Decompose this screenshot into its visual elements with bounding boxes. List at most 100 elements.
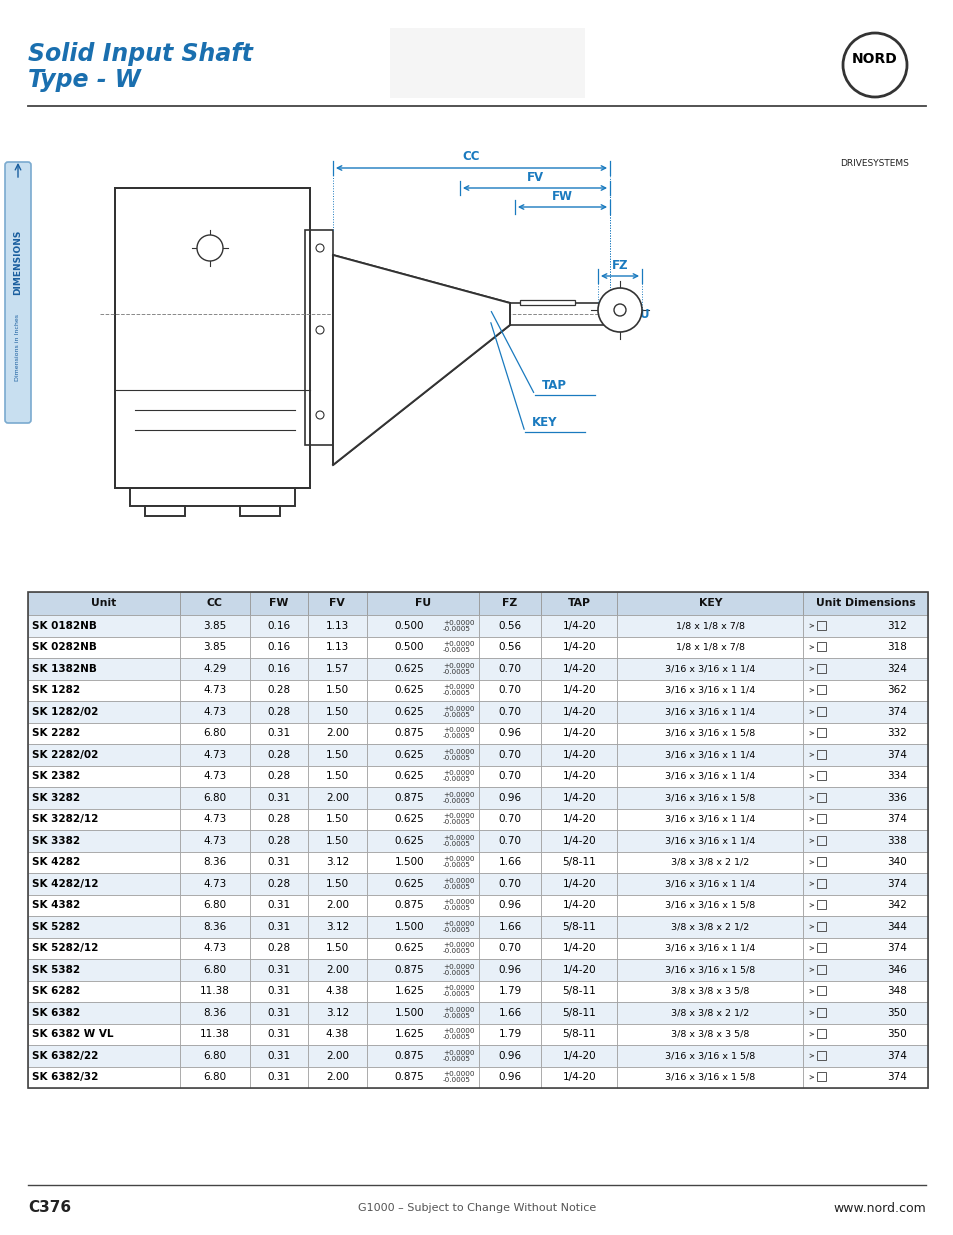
- Bar: [308, 830, 366, 851]
- Bar: [28, 960, 180, 981]
- Bar: [366, 722, 478, 743]
- Bar: [617, 636, 802, 658]
- Text: SK 5282/12: SK 5282/12: [32, 944, 98, 953]
- Text: -0.0005: -0.0005: [442, 734, 471, 740]
- Bar: [28, 937, 180, 960]
- Bar: [28, 1067, 180, 1088]
- Text: 342: 342: [886, 900, 905, 910]
- Bar: [617, 1002, 802, 1024]
- Text: 3/16 x 3/16 x 1 1/4: 3/16 x 3/16 x 1 1/4: [664, 750, 755, 760]
- Text: 1/4-20: 1/4-20: [562, 1072, 596, 1082]
- Bar: [180, 1045, 250, 1067]
- Bar: [802, 873, 927, 894]
- Bar: [540, 658, 617, 679]
- Text: 1.50: 1.50: [326, 944, 349, 953]
- Bar: [817, 814, 825, 824]
- Text: 332: 332: [886, 729, 905, 739]
- Text: SK 6382/32: SK 6382/32: [32, 1072, 98, 1082]
- Bar: [308, 873, 366, 894]
- Text: 3/16 x 3/16 x 1 5/8: 3/16 x 3/16 x 1 5/8: [664, 966, 755, 974]
- Bar: [308, 916, 366, 937]
- Text: +0.0000: +0.0000: [442, 727, 475, 734]
- Text: SK 0182NB: SK 0182NB: [32, 621, 97, 631]
- Bar: [540, 787, 617, 809]
- Text: -0.0005: -0.0005: [442, 798, 471, 804]
- Text: 3.85: 3.85: [203, 621, 226, 631]
- Bar: [250, 615, 308, 636]
- Bar: [308, 1067, 366, 1088]
- Text: FU: FU: [633, 308, 650, 321]
- Text: 1/4-20: 1/4-20: [562, 750, 596, 760]
- Text: -0.0005: -0.0005: [442, 1056, 471, 1062]
- Text: -0.0005: -0.0005: [442, 969, 471, 976]
- Bar: [180, 809, 250, 830]
- Text: 4.73: 4.73: [203, 879, 226, 889]
- Text: 0.56: 0.56: [498, 642, 521, 652]
- Bar: [802, 1002, 927, 1024]
- Text: 0.625: 0.625: [395, 814, 424, 824]
- Bar: [28, 615, 180, 636]
- Bar: [478, 851, 540, 873]
- Text: 5/8-11: 5/8-11: [561, 857, 596, 867]
- Text: 3.12: 3.12: [325, 921, 349, 931]
- Bar: [540, 766, 617, 787]
- Text: 1.500: 1.500: [395, 857, 424, 867]
- Bar: [180, 766, 250, 787]
- Bar: [180, 787, 250, 809]
- Bar: [478, 636, 540, 658]
- Text: 0.28: 0.28: [267, 836, 290, 846]
- Bar: [802, 916, 927, 937]
- Bar: [817, 965, 825, 973]
- Circle shape: [315, 326, 324, 333]
- Text: SK 2282/02: SK 2282/02: [32, 750, 98, 760]
- Bar: [802, 981, 927, 1002]
- Text: 3.12: 3.12: [325, 857, 349, 867]
- Text: 3/16 x 3/16 x 1 1/4: 3/16 x 3/16 x 1 1/4: [664, 944, 755, 952]
- Text: C376: C376: [28, 1200, 71, 1215]
- Bar: [366, 1002, 478, 1024]
- Text: 0.625: 0.625: [395, 706, 424, 716]
- Text: -0.0005: -0.0005: [442, 626, 471, 632]
- Bar: [817, 793, 825, 802]
- Bar: [180, 916, 250, 937]
- Text: TAP: TAP: [567, 599, 590, 609]
- Bar: [308, 766, 366, 787]
- Bar: [540, 1002, 617, 1024]
- Text: -0.0005: -0.0005: [442, 1077, 471, 1083]
- Text: SK 2382: SK 2382: [32, 771, 80, 782]
- Bar: [180, 615, 250, 636]
- Text: 4.73: 4.73: [203, 944, 226, 953]
- Bar: [802, 592, 927, 615]
- Bar: [802, 894, 927, 916]
- Bar: [802, 830, 927, 851]
- Text: 374: 374: [886, 1051, 905, 1061]
- Bar: [540, 873, 617, 894]
- Text: 4.38: 4.38: [325, 987, 349, 997]
- Bar: [28, 830, 180, 851]
- Text: 374: 374: [886, 706, 905, 716]
- Text: 2.00: 2.00: [326, 793, 349, 803]
- Text: 0.31: 0.31: [267, 1051, 290, 1061]
- Text: 8.36: 8.36: [203, 1008, 226, 1018]
- Text: 6.80: 6.80: [203, 900, 226, 910]
- Bar: [478, 916, 540, 937]
- Text: 0.70: 0.70: [498, 771, 521, 782]
- Bar: [308, 722, 366, 743]
- Bar: [366, 873, 478, 894]
- Bar: [478, 809, 540, 830]
- Bar: [28, 894, 180, 916]
- Text: 2.00: 2.00: [326, 1051, 349, 1061]
- Bar: [180, 592, 250, 615]
- Bar: [366, 766, 478, 787]
- Text: 0.96: 0.96: [498, 900, 521, 910]
- Bar: [308, 1002, 366, 1024]
- Bar: [308, 743, 366, 766]
- Bar: [540, 1045, 617, 1067]
- Text: 0.28: 0.28: [267, 771, 290, 782]
- Bar: [478, 1045, 540, 1067]
- Text: 318: 318: [886, 642, 905, 652]
- Bar: [617, 766, 802, 787]
- Bar: [540, 701, 617, 722]
- Bar: [540, 981, 617, 1002]
- Text: 1/4-20: 1/4-20: [562, 706, 596, 716]
